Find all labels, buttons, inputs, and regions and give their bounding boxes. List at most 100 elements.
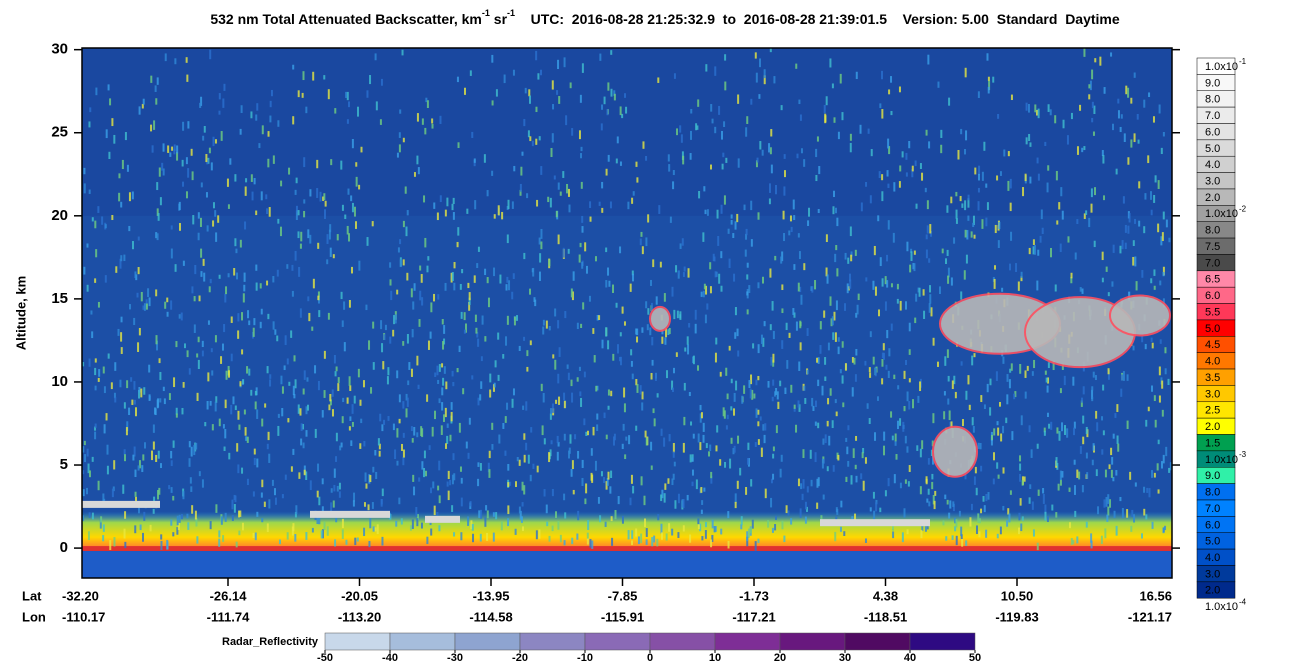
field-speckle [822,438,825,445]
radar-tick-label: 0 [647,652,653,664]
field-speckle [605,481,608,490]
field-speckle [484,517,487,527]
field-speckle [434,410,437,420]
field-speckle [486,277,489,284]
field-speckle [890,323,893,331]
field-speckle [1081,485,1084,493]
field-speckle [865,277,868,282]
field-speckle [212,202,215,209]
field-speckle [134,525,137,534]
title-superscript: -1 [507,8,515,18]
field-speckle [928,258,931,263]
field-speckle [906,391,909,402]
field-speckle [567,248,570,254]
field-speckle [317,242,320,249]
field-speckle [135,496,138,505]
field-speckle [480,356,483,362]
field-speckle [869,331,872,338]
field-speckle [585,483,588,494]
field-speckle [621,113,624,119]
colorbar-label: 2.0 [1205,421,1220,433]
field-speckle [714,271,717,278]
field-speckle [1102,384,1105,391]
field-speckle [736,480,739,489]
field-speckle [743,204,746,211]
field-speckle [1161,232,1164,241]
field-speckle [919,381,922,392]
field-speckle [986,383,989,393]
field-speckle [803,159,806,167]
field-speckle [83,266,86,275]
field-speckle [450,402,453,410]
field-speckle [139,524,142,531]
field-speckle [309,189,312,197]
field-speckle [334,371,337,377]
field-speckle [1130,139,1133,148]
field-speckle [687,268,690,278]
field-speckle [882,343,885,351]
field-speckle [1073,459,1076,465]
field-speckle [355,176,358,187]
field-speckle [277,413,280,418]
field-speckle [849,226,852,237]
field-speckle [607,389,610,396]
field-speckle [1090,188,1093,198]
field-speckle [771,301,774,311]
field-speckle [215,504,218,513]
field-speckle [884,301,887,311]
field-speckle [929,285,932,293]
field-speckle [294,189,297,195]
field-speckle [234,495,237,503]
field-speckle [316,159,319,169]
field-speckle [657,77,660,83]
field-speckle [111,488,114,498]
plot-frame [81,47,1173,579]
field-speckle [540,228,543,239]
field-speckle [999,171,1002,176]
field-speckle [236,443,239,452]
field-speckle [890,76,893,83]
field-speckle [847,286,850,291]
field-speckle [174,264,177,272]
field-speckle [170,519,173,526]
field-speckle [94,220,97,229]
field-speckle [879,507,882,513]
field-speckle [1103,195,1106,201]
field-speckle [550,440,553,445]
field-speckle [761,276,764,284]
field-speckle [431,123,434,129]
field-speckle [1091,396,1094,402]
field-speckle [1029,142,1032,147]
field-speckle [745,233,748,240]
field-speckle [479,533,482,542]
field-speckle [890,283,893,288]
field-speckle [599,53,602,61]
field-speckle [82,515,85,522]
field-speckle [505,336,508,346]
field-speckle [178,514,181,523]
field-speckle [1143,226,1146,234]
field-speckle [1161,409,1164,417]
field-speckle [692,433,695,439]
field-speckle [243,409,246,415]
field-speckle [1105,266,1108,272]
field-speckle [182,382,185,388]
field-speckle [281,494,284,499]
field-speckle [108,151,111,159]
field-speckle [895,454,898,460]
field-speckle [202,258,205,266]
field-speckle [98,369,101,377]
field-speckle [331,409,334,417]
field-speckle [617,496,620,505]
field-speckle [1028,497,1031,504]
field-speckle [632,273,635,282]
field-speckle [486,532,489,541]
field-speckle [185,157,188,165]
field-speckle [672,170,675,176]
field-speckle [461,269,464,274]
colorbar-label: 7.5 [1205,241,1220,253]
field-speckle [389,279,392,286]
field-speckle [125,427,128,436]
field-speckle [1070,112,1073,120]
colorbar-cell [1196,581,1236,599]
